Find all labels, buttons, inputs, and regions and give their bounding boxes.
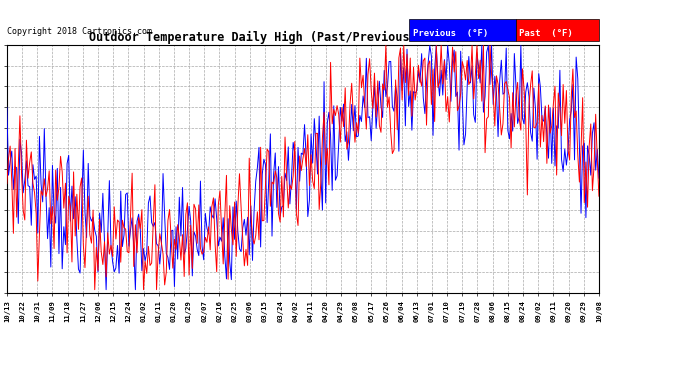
Text: Previous  (°F): Previous (°F) [413,28,488,38]
Text: Past  (°F): Past (°F) [519,28,573,38]
Title: Outdoor Temperature Daily High (Past/Previous Year) 20181013: Outdoor Temperature Daily High (Past/Pre… [89,31,517,44]
Text: Copyright 2018 Cartronics.com: Copyright 2018 Cartronics.com [7,27,152,36]
